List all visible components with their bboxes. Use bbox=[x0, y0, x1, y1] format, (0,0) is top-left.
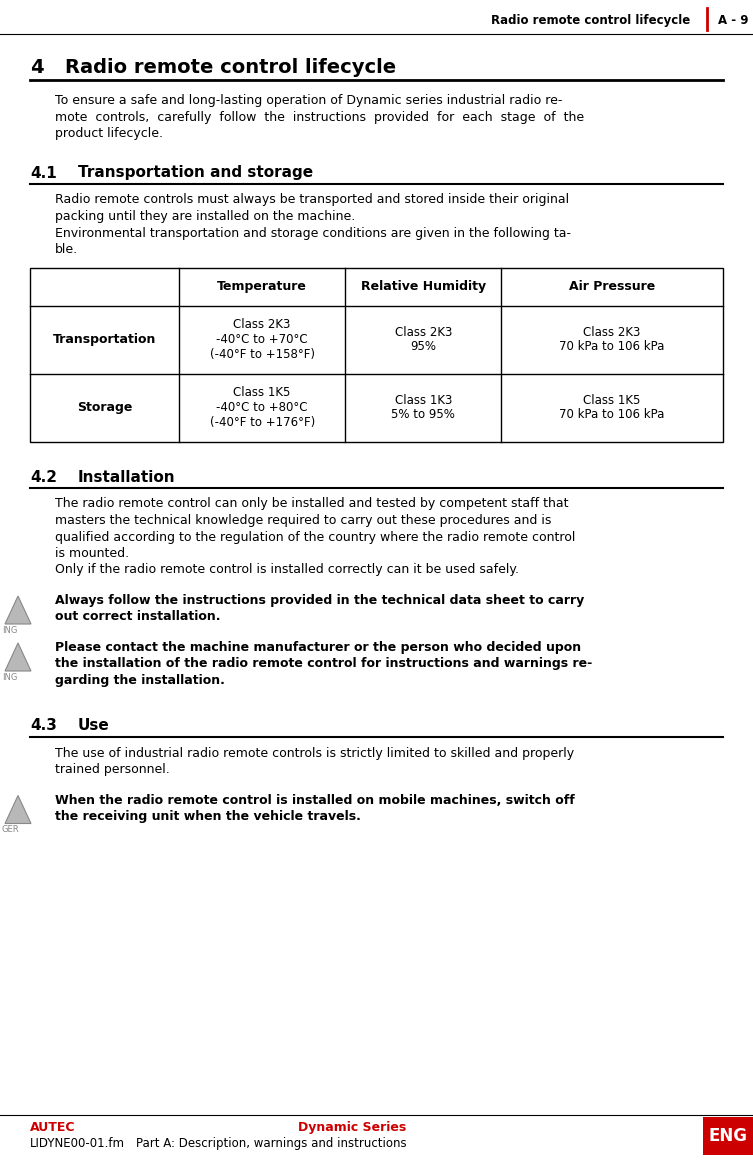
Text: Radio remote control lifecycle: Radio remote control lifecycle bbox=[491, 14, 690, 27]
Text: Always follow the instructions provided in the technical data sheet to carry: Always follow the instructions provided … bbox=[55, 594, 584, 607]
Text: ING: ING bbox=[2, 673, 17, 682]
Text: Class 1K3
5% to 95%: Class 1K3 5% to 95% bbox=[392, 393, 456, 421]
Text: LIDYNE00-01.fm: LIDYNE00-01.fm bbox=[30, 1137, 125, 1150]
Text: Relative Humidity: Relative Humidity bbox=[361, 280, 486, 293]
Text: When the radio remote control is installed on mobile machines, switch off: When the radio remote control is install… bbox=[55, 793, 575, 806]
Text: out correct installation.: out correct installation. bbox=[55, 611, 221, 623]
Text: Part A: Description, warnings and instructions: Part A: Description, warnings and instru… bbox=[136, 1137, 407, 1150]
Text: Transportation and storage: Transportation and storage bbox=[78, 165, 313, 180]
Text: To ensure a safe and long-lasting operation of Dynamic series industrial radio r: To ensure a safe and long-lasting operat… bbox=[55, 94, 562, 107]
Text: Radio remote controls must always be transported and stored inside their origina: Radio remote controls must always be tra… bbox=[55, 193, 569, 207]
Text: Transportation: Transportation bbox=[53, 333, 156, 347]
Text: Class 1K5
-40°C to +80°C
(-40°F to +176°F): Class 1K5 -40°C to +80°C (-40°F to +176°… bbox=[209, 386, 315, 429]
Text: 4.2: 4.2 bbox=[30, 470, 57, 485]
Text: trained personnel.: trained personnel. bbox=[55, 763, 169, 776]
Text: packing until they are installed on the machine.: packing until they are installed on the … bbox=[55, 211, 355, 223]
Text: Storage: Storage bbox=[77, 401, 133, 414]
Text: AUTEC: AUTEC bbox=[30, 1121, 75, 1134]
Text: The radio remote control can only be installed and tested by competent staff tha: The radio remote control can only be ins… bbox=[55, 498, 569, 511]
Text: mote  controls,  carefully  follow  the  instructions  provided  for  each  stag: mote controls, carefully follow the inst… bbox=[55, 110, 584, 123]
Text: Temperature: Temperature bbox=[217, 280, 307, 293]
Text: The use of industrial radio remote controls is strictly limited to skilled and p: The use of industrial radio remote contr… bbox=[55, 747, 574, 759]
Text: Use: Use bbox=[78, 719, 110, 734]
Text: Class 1K5
70 kPa to 106 kPa: Class 1K5 70 kPa to 106 kPa bbox=[559, 393, 665, 421]
Bar bbox=[703, 1116, 753, 1155]
Text: ble.: ble. bbox=[55, 243, 78, 256]
Polygon shape bbox=[5, 643, 31, 671]
Text: Only if the radio remote control is installed correctly can it be used safely.: Only if the radio remote control is inst… bbox=[55, 564, 519, 577]
Text: Class 2K3
95%: Class 2K3 95% bbox=[395, 326, 452, 354]
Text: Please contact the machine manufacturer or the person who decided upon: Please contact the machine manufacturer … bbox=[55, 641, 581, 654]
Text: Dynamic Series: Dynamic Series bbox=[298, 1121, 407, 1134]
Text: ENG: ENG bbox=[709, 1127, 748, 1146]
Text: A - 9: A - 9 bbox=[718, 14, 749, 27]
Text: Environmental transportation and storage conditions are given in the following t: Environmental transportation and storage… bbox=[55, 227, 571, 240]
Text: Installation: Installation bbox=[78, 470, 175, 485]
Text: product lifecycle.: product lifecycle. bbox=[55, 127, 163, 140]
Bar bbox=[30, 267, 723, 442]
Text: is mounted.: is mounted. bbox=[55, 547, 129, 561]
Text: 4: 4 bbox=[30, 58, 44, 77]
Text: qualified according to the regulation of the country where the radio remote cont: qualified according to the regulation of… bbox=[55, 530, 575, 543]
Text: GER: GER bbox=[2, 826, 20, 835]
Text: garding the installation.: garding the installation. bbox=[55, 675, 225, 687]
Text: masters the technical knowledge required to carry out these procedures and is: masters the technical knowledge required… bbox=[55, 514, 551, 527]
Text: Class 2K3
-40°C to +70°C
(-40°F to +158°F): Class 2K3 -40°C to +70°C (-40°F to +158°… bbox=[209, 317, 315, 361]
Text: the receiving unit when the vehicle travels.: the receiving unit when the vehicle trav… bbox=[55, 809, 361, 823]
Text: Radio remote control lifecycle: Radio remote control lifecycle bbox=[65, 58, 396, 77]
Text: 4.1: 4.1 bbox=[30, 165, 56, 180]
Text: the installation of the radio remote control for instructions and warnings re-: the installation of the radio remote con… bbox=[55, 657, 593, 671]
Text: Air Pressure: Air Pressure bbox=[569, 280, 655, 293]
Text: ING: ING bbox=[2, 626, 17, 635]
Polygon shape bbox=[5, 595, 31, 625]
Polygon shape bbox=[5, 795, 31, 823]
Text: 4.3: 4.3 bbox=[30, 719, 57, 734]
Text: Class 2K3
70 kPa to 106 kPa: Class 2K3 70 kPa to 106 kPa bbox=[559, 326, 665, 354]
